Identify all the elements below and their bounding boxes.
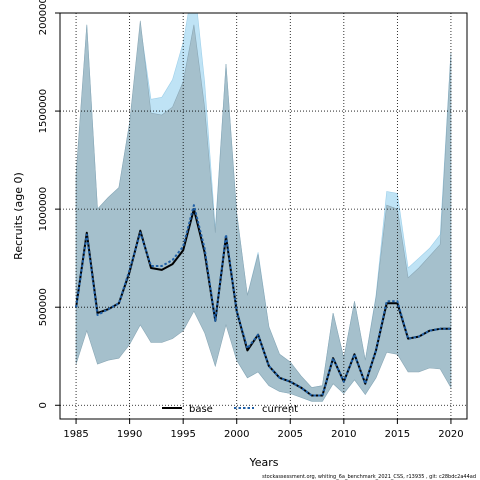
series-line-current [75, 204, 451, 397]
x-tick-label: 2005 [278, 429, 303, 440]
x-tick-label: 2000 [224, 429, 249, 440]
x-axis-title: Years [248, 456, 278, 469]
y-axis: 0 500000 1000000 1500000 2000000 [38, 0, 60, 408]
y-tick-label: 500000 [38, 288, 49, 326]
legend-label-current: current [262, 404, 298, 415]
x-tick-label: 1985 [63, 429, 88, 440]
x-axis: 1985 1990 1995 2000 2005 2010 2015 2020 [63, 419, 464, 440]
band-base [75, 20, 452, 402]
y-tick-label: 0 [38, 402, 49, 408]
x-tick-label: 1995 [170, 429, 195, 440]
legend-label-base: base [189, 404, 213, 415]
y-tick-label: 2000000 [38, 0, 49, 35]
x-tick-label: 2015 [385, 429, 410, 440]
plot-frame [59, 12, 468, 420]
series-lines [75, 204, 451, 397]
confidence-bands [75, 13, 452, 402]
x-tick-label: 1990 [117, 429, 142, 440]
footnote: stockassessment.org, whiting_6a_benchmar… [262, 474, 476, 480]
y-axis-title: Recruits (age 0) [12, 172, 25, 260]
x-tick-label: 2020 [438, 429, 463, 440]
x-tick-label: 2010 [331, 429, 356, 440]
y-tick-label: 1000000 [38, 187, 49, 232]
legend: base current [162, 404, 298, 415]
y-tick-label: 1500000 [38, 89, 49, 134]
